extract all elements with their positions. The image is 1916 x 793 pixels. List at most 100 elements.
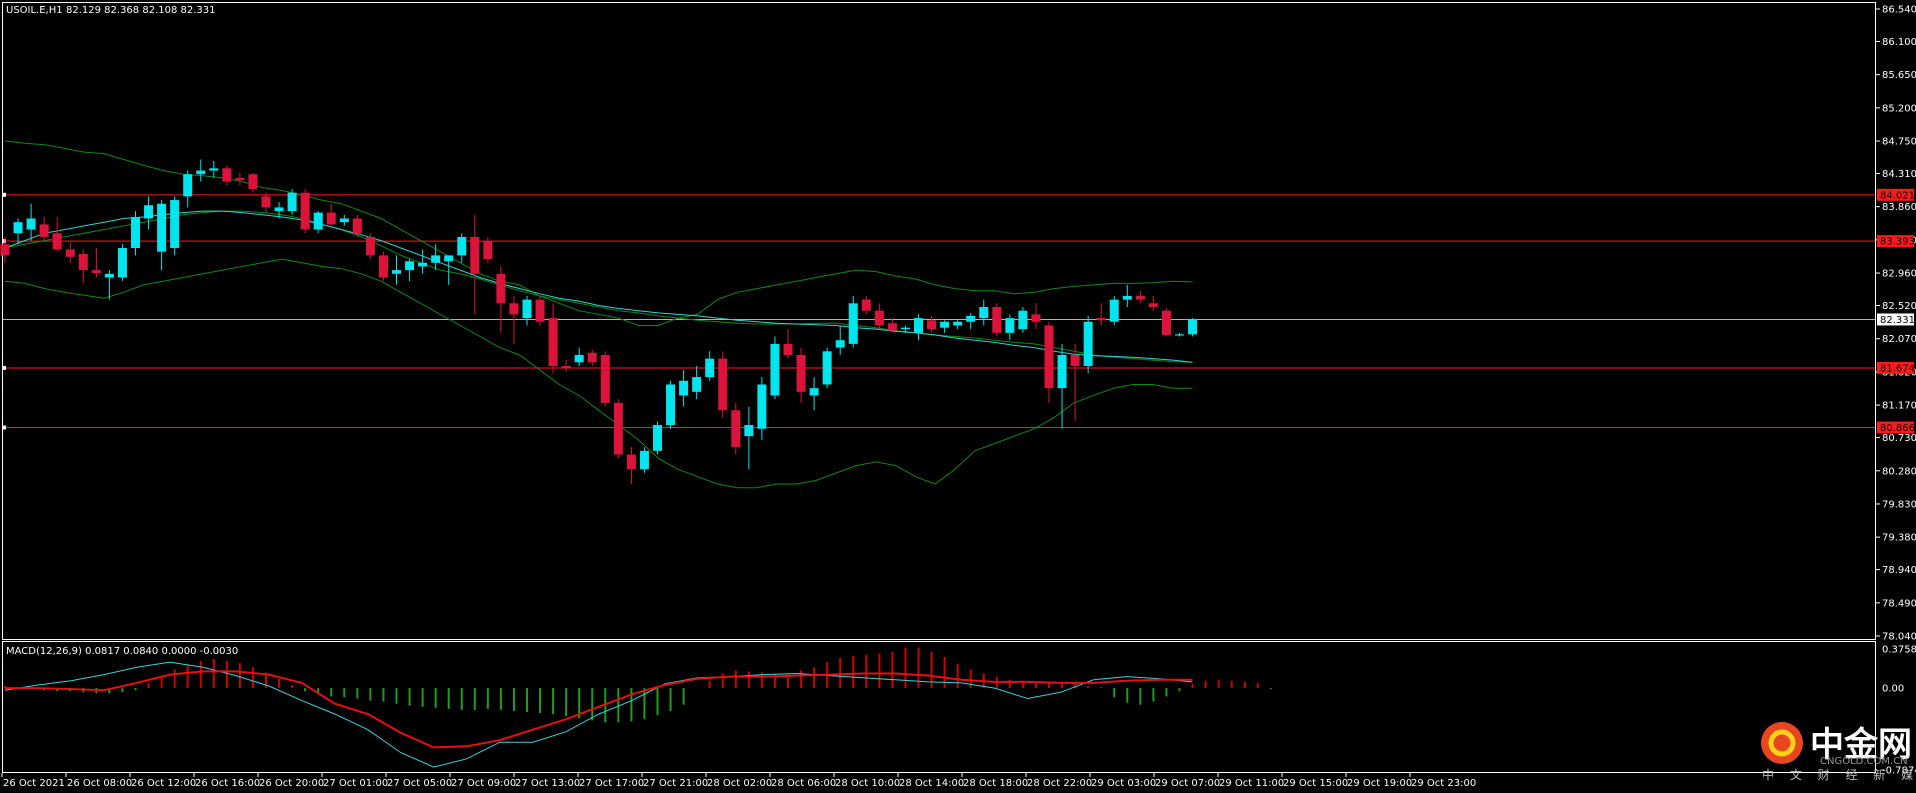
candle[interactable]	[1161, 308, 1171, 337]
level-anchor[interactable]	[2, 365, 6, 370]
candle[interactable]	[966, 312, 976, 330]
candle[interactable]	[535, 295, 545, 326]
candle[interactable]	[405, 259, 415, 282]
candle[interactable]	[1188, 318, 1198, 337]
candle[interactable]	[979, 299, 989, 326]
candle[interactable]	[783, 329, 793, 359]
candle[interactable]	[639, 447, 649, 473]
macd-panel[interactable]	[2, 641, 1876, 773]
candle[interactable]	[861, 295, 871, 315]
candle[interactable]	[418, 249, 428, 274]
candle[interactable]	[26, 203, 36, 241]
candle[interactable]	[183, 170, 193, 208]
candle[interactable]	[940, 320, 950, 333]
candle[interactable]	[822, 347, 832, 389]
candle[interactable]	[313, 211, 323, 234]
candle[interactable]	[613, 399, 623, 459]
candle[interactable]	[444, 255, 454, 285]
candle[interactable]	[91, 247, 101, 278]
candle[interactable]	[339, 214, 349, 226]
candle[interactable]	[835, 325, 845, 355]
candle[interactable]	[52, 217, 62, 252]
candle[interactable]	[365, 233, 375, 260]
candle[interactable]	[170, 196, 180, 256]
candle[interactable]	[1175, 332, 1184, 337]
candle[interactable]	[1109, 295, 1119, 326]
candle[interactable]	[1044, 321, 1054, 403]
candle[interactable]	[457, 233, 467, 263]
x-tick-label: 26 Oct 16:00	[195, 778, 260, 789]
candle[interactable]	[1096, 303, 1106, 326]
level-anchor[interactable]	[2, 239, 6, 244]
candle[interactable]	[509, 295, 519, 344]
candle[interactable]	[796, 347, 806, 403]
candle[interactable]	[600, 351, 610, 407]
candle[interactable]	[261, 192, 271, 213]
candle[interactable]	[705, 351, 715, 381]
candle[interactable]	[848, 295, 858, 348]
candle[interactable]	[548, 303, 558, 374]
level-anchor[interactable]	[2, 425, 6, 430]
candle[interactable]	[1070, 343, 1080, 422]
candle[interactable]	[574, 347, 584, 367]
candle[interactable]	[431, 244, 441, 271]
candle[interactable]	[587, 349, 597, 367]
candle[interactable]	[626, 447, 636, 485]
price-panel[interactable]	[2, 2, 1876, 640]
candle[interactable]	[1031, 303, 1041, 330]
candle[interactable]	[0, 236, 10, 263]
candle[interactable]	[653, 421, 662, 455]
candle[interactable]	[13, 218, 23, 245]
candle[interactable]	[718, 351, 728, 418]
candle[interactable]	[1083, 315, 1093, 374]
candle[interactable]	[1148, 295, 1158, 311]
candle[interactable]	[731, 402, 741, 455]
candle[interactable]	[770, 336, 780, 400]
candle[interactable]	[39, 217, 49, 241]
candle[interactable]	[352, 214, 362, 237]
candle[interactable]	[274, 202, 284, 219]
candle[interactable]	[144, 196, 154, 230]
candle[interactable]	[757, 377, 767, 440]
candle[interactable]	[196, 159, 206, 182]
candle[interactable]	[679, 369, 689, 407]
candle[interactable]	[927, 315, 937, 333]
candle[interactable]	[157, 200, 167, 271]
candle[interactable]	[874, 303, 884, 330]
candle[interactable]	[1057, 343, 1067, 429]
candle[interactable]	[483, 236, 493, 263]
candle[interactable]	[248, 172, 258, 193]
candle[interactable]	[1018, 307, 1028, 333]
candle[interactable]	[470, 214, 480, 315]
candle[interactable]	[378, 251, 388, 282]
candle[interactable]	[235, 172, 245, 186]
candle[interactable]	[992, 303, 1002, 337]
candle[interactable]	[744, 406, 754, 470]
candle[interactable]	[65, 242, 75, 263]
candle[interactable]	[300, 188, 310, 234]
candle[interactable]	[561, 360, 571, 372]
candle[interactable]	[692, 366, 702, 400]
candle[interactable]	[809, 377, 819, 411]
candle[interactable]	[953, 320, 963, 330]
candle[interactable]	[914, 314, 923, 341]
candle[interactable]	[287, 188, 297, 215]
candle[interactable]	[117, 244, 127, 282]
candle[interactable]	[131, 211, 140, 256]
candle[interactable]	[209, 160, 219, 178]
candle[interactable]	[78, 249, 88, 284]
candle[interactable]	[666, 380, 676, 429]
candle[interactable]	[104, 270, 114, 300]
candle[interactable]	[1135, 290, 1145, 304]
candle[interactable]	[900, 325, 910, 333]
candle[interactable]	[222, 165, 232, 186]
candle[interactable]	[522, 295, 532, 326]
candle[interactable]	[392, 255, 401, 285]
candle[interactable]	[496, 266, 506, 333]
candle[interactable]	[326, 203, 336, 226]
candle-body	[1135, 295, 1145, 300]
level-anchor[interactable]	[2, 192, 6, 197]
candle[interactable]	[1122, 284, 1132, 308]
candle[interactable]	[887, 318, 897, 333]
candle[interactable]	[1005, 314, 1015, 341]
